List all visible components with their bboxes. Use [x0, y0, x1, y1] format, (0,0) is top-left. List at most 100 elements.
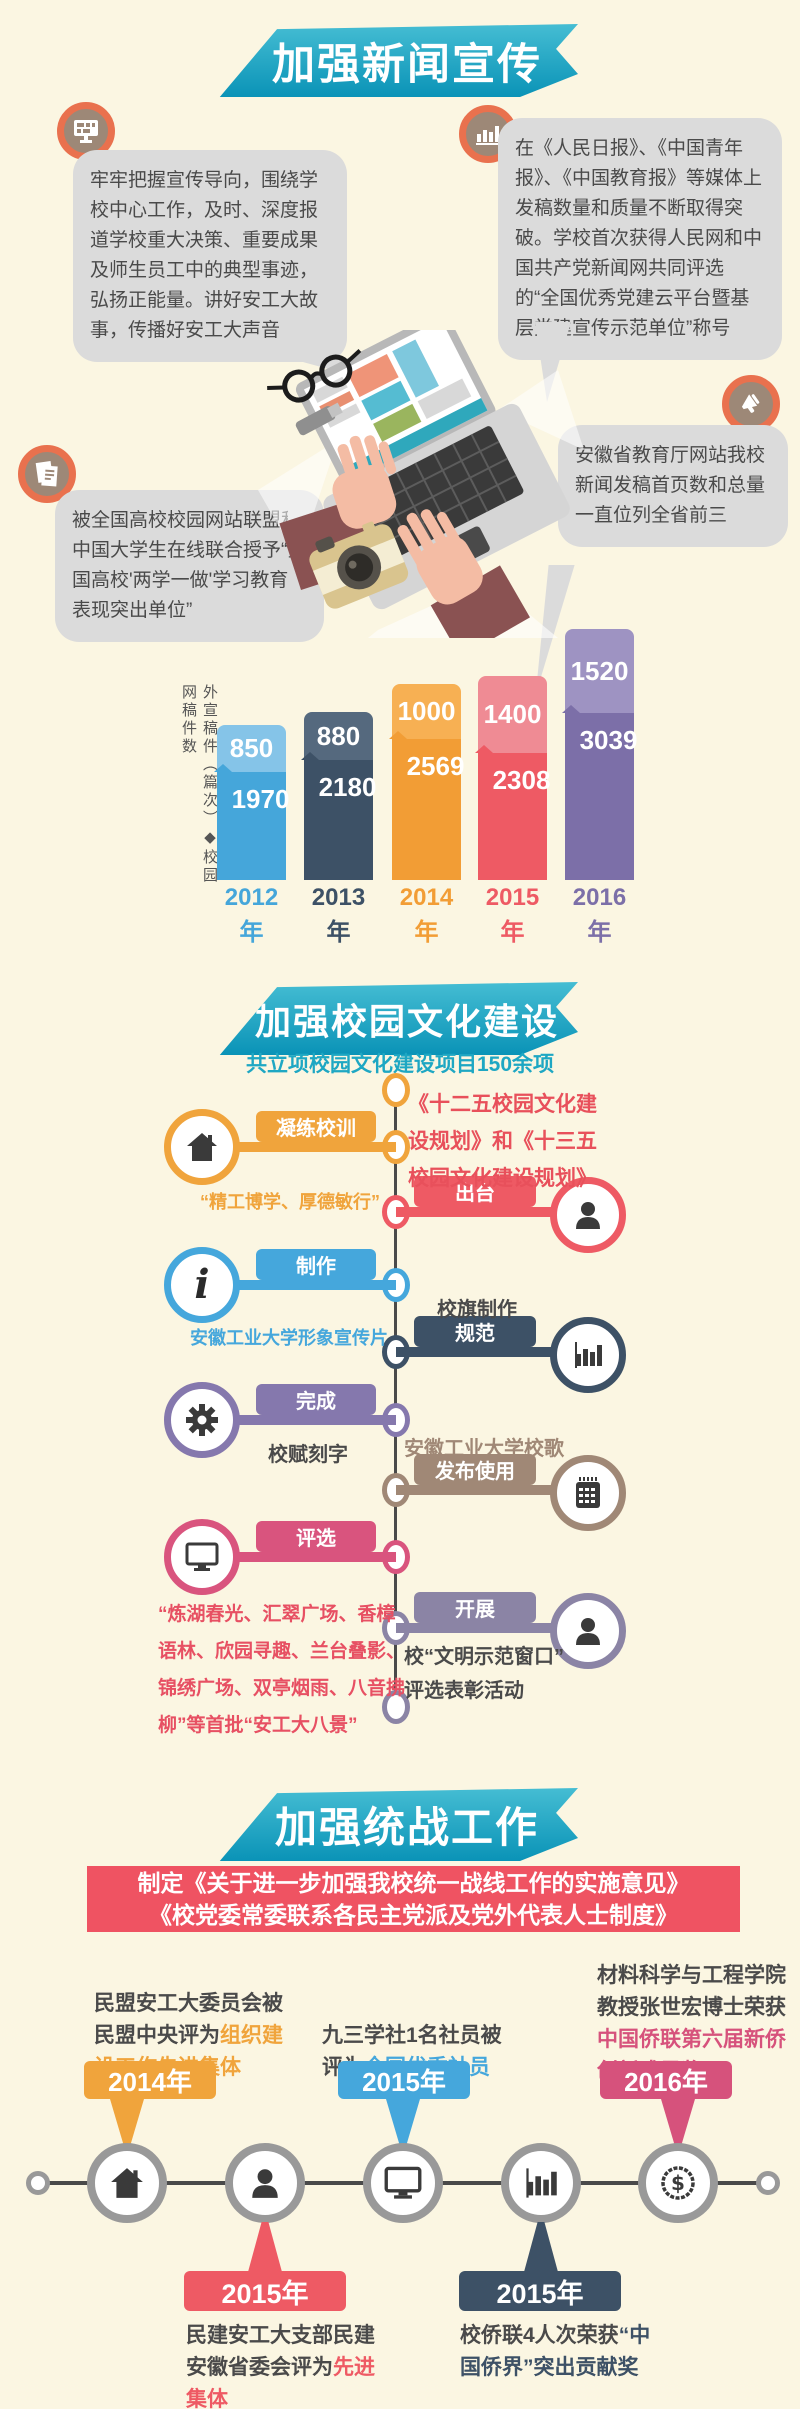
- bar-2015-bottom-value: 2308: [492, 765, 551, 795]
- item-connector: [396, 1347, 588, 1357]
- pill-complete: 完成: [256, 1384, 376, 1415]
- bar-2014-bottom-value: 2569: [406, 751, 465, 781]
- documents-glyph: [35, 460, 58, 487]
- tag-tail: [110, 2099, 144, 2145]
- glasses-icon: [267, 349, 362, 403]
- tag-tail: [524, 2222, 558, 2272]
- item-connector: [202, 1415, 396, 1425]
- pill-select: 评选: [256, 1521, 376, 1552]
- bar-2013-bottom-value: 2180: [318, 772, 377, 802]
- monitor-icon: [363, 2143, 443, 2223]
- bar-2012-bottom-value: 1970: [231, 784, 290, 814]
- bar-2014-top-segment: 1000: [392, 684, 461, 739]
- bar-notch: [213, 764, 232, 772]
- culture-section-banner: 加强校园文化建设: [219, 982, 578, 1055]
- camera-icon: [309, 521, 409, 609]
- note-anthem: 安徽工业大学校歌: [404, 1438, 564, 1460]
- culture-banner-title: 加强校园文化建设: [254, 1000, 559, 1042]
- bar-notch: [388, 731, 407, 739]
- bar-notch: [300, 752, 319, 760]
- timeline-node: [382, 1690, 410, 1724]
- bar-2012-bottom-segment: 1970: [213, 764, 289, 880]
- bar-2012-top-value: 850: [229, 733, 274, 763]
- pill-publish: 发布使用: [414, 1454, 536, 1485]
- tag-2014: 2014年: [84, 2061, 216, 2099]
- pill-standardize: 规范: [414, 1316, 536, 1347]
- milestone-2015-minjian-text: 民建安工大支部民建安徽省委会评为先进集体: [186, 2320, 382, 2409]
- bar-2013-bottom-segment: 2180: [300, 752, 376, 880]
- culture-subtitle: 共立项校园文化建设项目150余项: [245, 1053, 555, 1076]
- bar-2012-top-segment: 850: [217, 725, 286, 772]
- monitor-icon: [164, 1519, 240, 1595]
- bar-chart-icon: [550, 1317, 626, 1393]
- calendar-icon: [550, 1455, 626, 1531]
- note-flag: 校旗制作: [437, 1299, 517, 1321]
- note-eight-scenes: “炼湖春光、汇翠广场、香樟 语林、欣园寻趣、兰台叠影、 锦绣广场、双亭烟雨、八音…: [158, 1604, 406, 1736]
- culture-timeline-line: [394, 1088, 397, 1710]
- policy-line-1: 制定《关于进一步加强我校统一战线工作的实施意见》: [137, 1870, 690, 1896]
- year-label-2015: 2015年: [485, 884, 540, 946]
- svg-text:$: $: [671, 2171, 685, 2195]
- united-section-banner: 加强统战工作: [219, 1788, 578, 1861]
- item-connector: [202, 1142, 396, 1152]
- bar-2015-top-segment: 1400: [478, 676, 547, 753]
- bubble-award: 被全国高校校园网站联盟和中国大学生在线联合授予“全国高校'两学一做'学习教育表现…: [55, 490, 324, 642]
- bar-2015-top-value: 1400: [483, 699, 542, 729]
- item-connector: [202, 1552, 396, 1562]
- year-label-2014: 2014年: [399, 884, 454, 946]
- bar-2016-bottom-segment: 3039: [561, 705, 637, 880]
- note-fu-carving: 校赋刻字: [268, 1444, 348, 1466]
- item-connector: [396, 1623, 588, 1633]
- bar-2013-top-value: 880: [316, 720, 361, 751]
- milestone-text-highlight: “中国侨界”突出贡献奖: [460, 2324, 651, 2379]
- bar-2016: 1520 3039: [561, 629, 637, 880]
- tag-2015-minjian: 2015年: [184, 2271, 346, 2311]
- megaphone-glyph: [741, 394, 760, 413]
- usb-icon: [295, 402, 343, 436]
- tag-tail: [661, 2099, 695, 2145]
- pill-carry-out: 开展: [414, 1592, 536, 1623]
- bar-2014-bottom-segment: 2569: [388, 731, 464, 880]
- policy-banner: 制定《关于进一步加强我校统一战线工作的实施意见》 《校党委常委联系各民主党派及党…: [87, 1866, 740, 1932]
- news-section-banner: 加强新闻宣传: [219, 24, 578, 97]
- bar-2016-top-segment: 1520: [565, 629, 634, 713]
- tag-2016: 2016年: [600, 2061, 732, 2099]
- year-label-2012: 2012年: [224, 884, 279, 946]
- policy-line-2: 《校党委常委联系各民主党派及党外代表人士制度》: [149, 1902, 678, 1928]
- milestone-text-highlight: 先进集体: [186, 2356, 375, 2409]
- note-motto: “精工博学、厚德敏行”: [200, 1192, 380, 1212]
- bubble-ranking: 安徽省教育厅网站我校新闻发稿首页数和总量一直位列全省前三: [558, 425, 788, 547]
- bar-notch: [474, 745, 493, 753]
- person-icon: [550, 1177, 626, 1253]
- milestone-text-plain: 校侨联4人次荣获: [460, 2324, 619, 2347]
- milestone-2015-qiaolian-text: 校侨联4人次荣获“中国侨界”突出贡献奖: [460, 2320, 668, 2384]
- pill-refine-motto: 凝练校训: [256, 1111, 376, 1142]
- bar-notch: [561, 705, 580, 713]
- item-connector: [202, 1280, 396, 1290]
- news-banner-title: 加强新闻宣传: [272, 40, 542, 89]
- timeline-end-ring-left: [26, 2171, 50, 2195]
- stacked-bar-chart: 外宣稿件（篇次）◆校园网稿件数 850 1970 880 2180 1000 2…: [0, 600, 800, 946]
- dollar-icon: $: [638, 2143, 718, 2223]
- milestone-text-plain: 材料科学与工程学院教授张世宏博士荣获: [597, 1964, 786, 2019]
- laptop-desk-illustration: [258, 330, 584, 638]
- chart-axis-label: 外宣稿件（篇次）◆校园网稿件数: [180, 684, 218, 885]
- note-civilized-window: 校“文明示范窗口” 评选表彰活动: [404, 1646, 564, 1702]
- bar-2016-top-value: 1520: [570, 655, 629, 686]
- year-label-2016: 2016年: [572, 884, 627, 946]
- bar-2013: 880 2180: [300, 712, 376, 880]
- pill-issue: 出台: [414, 1176, 536, 1207]
- note-promo-film: 安徽工业大学形象宣传片: [190, 1328, 388, 1348]
- bar-chart-glyph: [476, 126, 500, 145]
- item-connector: [396, 1485, 588, 1495]
- bubble-propaganda: 牢牢把握宣传导向，围绕学校中心工作，及时、深度报道学校重大决策、重要成果及师生员…: [73, 150, 347, 362]
- monitor-grid-glyph: [74, 120, 98, 143]
- house-icon: [164, 1109, 240, 1185]
- pill-produce: 制作: [256, 1249, 376, 1280]
- bar-2015: 1400 2308: [474, 676, 550, 880]
- year-label-2013: 2013年: [311, 884, 366, 946]
- united-banner-title: 加强统战工作: [274, 1804, 539, 1851]
- item-connector: [396, 1207, 588, 1217]
- milestone-text-plain: 民建安工大支部民建安徽省委会评为: [186, 2324, 375, 2379]
